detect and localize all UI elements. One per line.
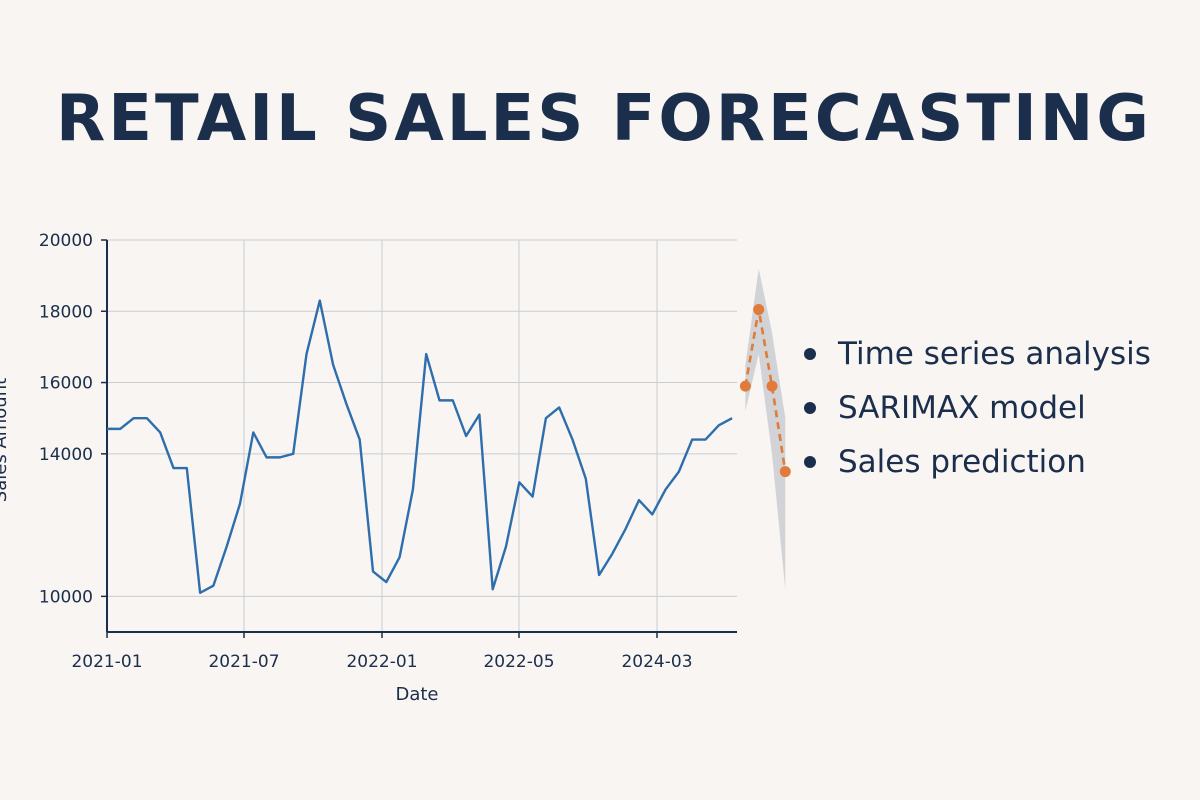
x-axis-title: Date	[395, 684, 438, 705]
y-tick-label: 16000	[39, 374, 93, 394]
y-tick-label: 10000	[39, 587, 93, 607]
forecast-confidence-band	[745, 268, 786, 590]
y-tick-label: 18000	[39, 302, 93, 322]
bullet-sarimax: SARIMAX model	[800, 386, 1151, 440]
bullet-dot-icon	[804, 348, 816, 360]
x-tick-label: 2021-01	[71, 652, 142, 672]
bullet-dot-icon	[804, 402, 816, 414]
x-tick-label: 2021-07	[208, 652, 279, 672]
y-tick-label: 14000	[39, 445, 93, 465]
forecast-point	[739, 380, 751, 392]
forecast-point	[779, 466, 791, 478]
x-tick-label: 2022-01	[346, 652, 417, 672]
bullet-label: SARIMAX model	[838, 390, 1086, 426]
y-axis-title: Sales Amount	[0, 378, 11, 502]
grid-lines	[106, 239, 737, 632]
series-layer	[107, 299, 791, 594]
x-tick-label: 2022-05	[483, 652, 554, 672]
bullet-dot-icon	[804, 456, 816, 468]
confidence-band-layer	[745, 268, 786, 590]
page-title: RETAIL SALES FORECASTING	[56, 82, 1152, 156]
axes	[101, 239, 737, 638]
bullet-time-series: Time series analysis	[800, 332, 1151, 386]
forecast-point	[753, 303, 765, 315]
forecast-point	[766, 380, 778, 392]
y-tick-label: 20000	[39, 231, 93, 251]
x-tick-label: 2024-03	[621, 652, 692, 672]
feature-bullet-list: Time series analysis SARIMAX model Sales…	[800, 332, 1151, 494]
bullet-label: Time series analysis	[838, 336, 1151, 372]
historical-sales-line	[107, 299, 733, 594]
bullet-sales-prediction: Sales prediction	[800, 440, 1151, 494]
bullet-label: Sales prediction	[838, 444, 1086, 480]
tick-labels: 10000 14000 16000 18000 20000 2021-01 2021-07 2…	[39, 231, 693, 672]
forecast-line	[744, 309, 787, 472]
